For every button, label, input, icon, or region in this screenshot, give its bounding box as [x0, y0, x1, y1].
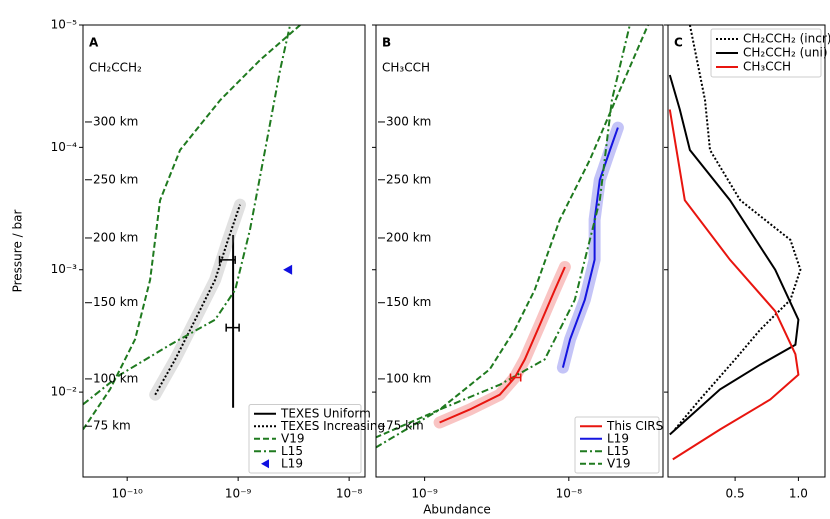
- error-bar: [218, 255, 236, 264]
- plot-area: [376, 25, 649, 449]
- uncertainty-band: [149, 198, 246, 401]
- legend-box: [710, 28, 822, 78]
- altitude-label: 250 km: [93, 172, 138, 186]
- y-tick-label: 10⁻²: [51, 385, 78, 399]
- x-axis-label: Abundance: [423, 503, 491, 517]
- series-line: [154, 204, 241, 396]
- legend-label: V19: [607, 456, 630, 470]
- plot-area: [83, 25, 301, 431]
- legend-label: This CIRS: [606, 419, 663, 433]
- panel-subtitle: CH₃CCH: [382, 61, 430, 75]
- legend-label: CH₂CCH₂ (incr): [743, 32, 830, 46]
- altitude-label: 200 km: [386, 230, 431, 244]
- uncertainty-band: [433, 261, 571, 429]
- x-tick-label: 1.0: [789, 487, 808, 501]
- legend-box: [574, 416, 660, 474]
- legend-marker: [261, 459, 269, 469]
- plot-area: [668, 25, 802, 461]
- y-tick-label: 10⁻⁴: [51, 140, 78, 154]
- x-tick-label: 10⁻⁸: [336, 487, 363, 501]
- error-bar: [509, 373, 522, 382]
- y-tick-label: 10⁻³: [51, 262, 78, 276]
- altitude-label: 250 km: [386, 172, 431, 186]
- y-tick-label: 10⁻⁵: [51, 18, 78, 32]
- panel-letter: B: [382, 36, 391, 50]
- altitude-label: 100 km: [93, 371, 138, 385]
- series-line: [439, 266, 566, 424]
- error-bar: [225, 323, 240, 332]
- legend-label: CH₂CCH₂ (uni): [743, 46, 828, 60]
- series-line: [376, 25, 649, 439]
- panel-frame: [82, 24, 366, 478]
- series-line: [674, 25, 802, 431]
- altitude-label: 75 km: [386, 419, 424, 433]
- series-line: [376, 25, 631, 449]
- legend-label: V19: [281, 431, 304, 445]
- legend-label: CH₃CCH: [743, 60, 791, 74]
- series-line: [668, 109, 800, 461]
- altitude-label: 300 km: [386, 114, 431, 128]
- x-tick-label: 10⁻⁹: [411, 487, 438, 501]
- legend-label: TEXES Increasing: [280, 419, 385, 433]
- altitude-label: 75 km: [93, 419, 131, 433]
- panel-subtitle: CH₂CCH₂: [89, 61, 142, 75]
- legend-label: TEXES Uniform: [280, 406, 371, 420]
- panel-frame: [375, 24, 664, 478]
- legend-box: [248, 404, 362, 474]
- uncertainty-band: [556, 121, 624, 374]
- series-line: [83, 25, 292, 406]
- legend-label: L19: [607, 431, 629, 445]
- panel-frame: [667, 24, 826, 478]
- x-tick-label: 10⁻⁸: [556, 487, 583, 501]
- legend-label: L19: [281, 456, 303, 470]
- series-line: [83, 25, 301, 431]
- x-tick-label: 0.5: [726, 487, 745, 501]
- legend-label: L15: [281, 444, 303, 458]
- altitude-label: 300 km: [93, 114, 138, 128]
- marker: [283, 264, 293, 275]
- x-tick-label: 10⁻⁹: [225, 487, 252, 501]
- altitude-label: 150 km: [386, 295, 431, 309]
- panel-letter: A: [89, 36, 99, 50]
- altitude-label: 200 km: [93, 230, 138, 244]
- legend-label: L15: [607, 444, 629, 458]
- series-line: [561, 127, 619, 368]
- altitude-label: 150 km: [93, 295, 138, 309]
- x-tick-label: 10⁻¹⁰: [112, 487, 143, 501]
- altitude-label: 100 km: [386, 371, 431, 385]
- panel-letter: C: [674, 36, 683, 50]
- y-axis-label: Pressure / bar: [11, 210, 25, 293]
- series-line: [668, 74, 800, 436]
